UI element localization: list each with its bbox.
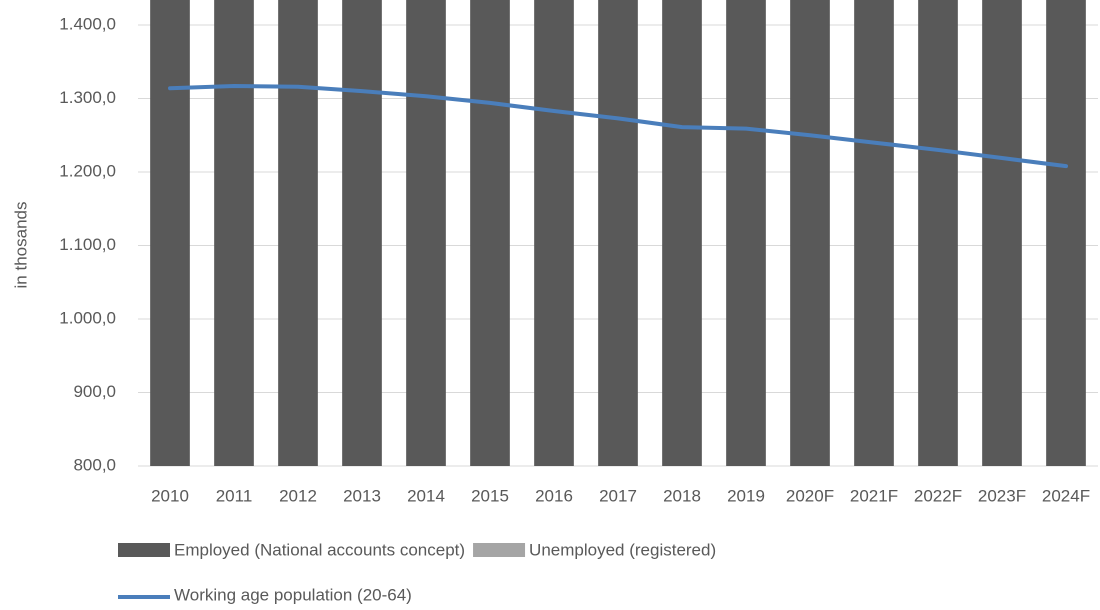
bar [150, 0, 190, 466]
y-axis-label: in thosands [11, 202, 30, 289]
bar [470, 0, 510, 466]
x-tick-label: 2023F [978, 486, 1026, 505]
x-tick-label: 2014 [407, 486, 445, 505]
y-tick-label: 1.200,0 [59, 161, 116, 180]
x-tick-label: 2018 [663, 486, 701, 505]
bar [854, 0, 894, 466]
x-tick-label: 2016 [535, 486, 573, 505]
bar [534, 0, 574, 466]
bar [278, 0, 318, 466]
x-tick-label: 2013 [343, 486, 381, 505]
bar [598, 0, 638, 466]
legend-swatch [118, 543, 170, 557]
bar [214, 0, 254, 466]
y-tick-label: 1.100,0 [59, 235, 116, 254]
y-tick-label: 1.300,0 [59, 88, 116, 107]
bar [918, 0, 958, 467]
bar [726, 0, 766, 466]
legend-label: Employed (National accounts concept) [174, 540, 465, 559]
y-tick-label: 900,0 [73, 382, 116, 401]
bar [662, 0, 702, 467]
x-tick-label: 2024F [1042, 486, 1090, 505]
y-tick-label: 1.000,0 [59, 308, 116, 327]
x-tick-label: 2015 [471, 486, 509, 505]
legend-swatch [473, 543, 526, 557]
x-tick-label: 2012 [279, 486, 317, 505]
x-tick-label: 2017 [599, 486, 637, 505]
x-tick-label: 2011 [216, 486, 253, 505]
x-tick-label: 2010 [151, 486, 189, 505]
x-tick-label: 2022F [914, 486, 962, 505]
x-tick-label: 2020F [786, 486, 834, 505]
bar [982, 0, 1022, 466]
bar [1046, 0, 1086, 466]
line [168, 84, 1068, 169]
y-tick-label: 1.400,0 [59, 14, 116, 33]
x-tick-label: 2019 [727, 486, 765, 505]
bar [790, 0, 830, 466]
legend-label: Working age population (20-64) [174, 585, 412, 604]
legend-label: Unemployed (registered) [529, 540, 716, 559]
bar [342, 0, 382, 466]
x-tick-label: 2021F [850, 486, 898, 505]
bar [406, 0, 446, 466]
y-tick-label: 800,0 [73, 455, 116, 474]
